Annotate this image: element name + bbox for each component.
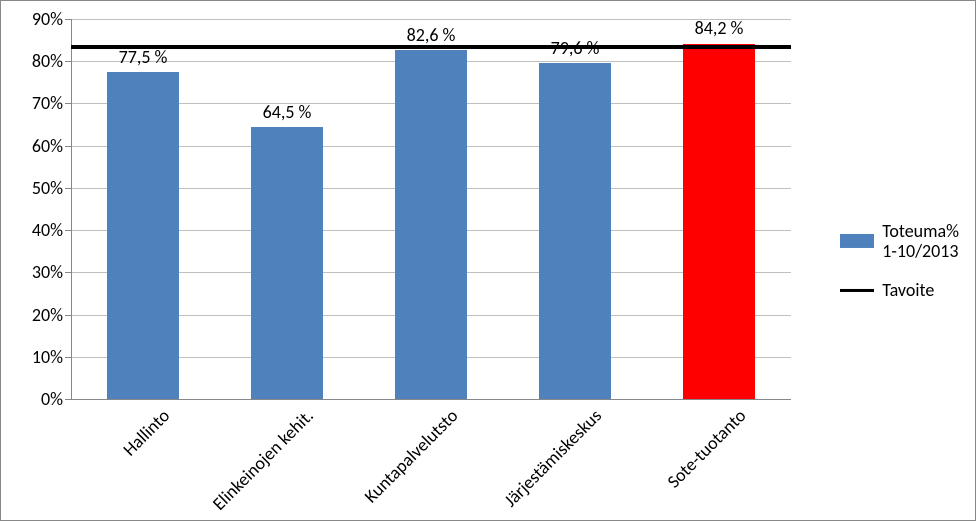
gridline	[71, 399, 791, 400]
bar	[683, 44, 755, 400]
chart-container: 0%10%20%30%40%50%60%70%80%90%77,5 %Halli…	[0, 0, 976, 521]
bar	[395, 50, 467, 399]
y-tick-label: 70%	[32, 92, 63, 114]
y-tick-label: 80%	[32, 50, 63, 72]
plot-area: 0%10%20%30%40%50%60%70%80%90%77,5 %Halli…	[71, 19, 791, 399]
legend-item-line: Tavoite	[840, 280, 959, 301]
bar	[251, 127, 323, 399]
legend-item-bar: Toteuma% 1-10/2013	[840, 220, 959, 261]
legend-swatch-bar	[840, 234, 874, 248]
y-tick-label: 60%	[32, 135, 63, 157]
y-tick-label: 90%	[32, 8, 63, 30]
legend-line-swatch	[840, 289, 874, 292]
y-tick-label: 20%	[32, 304, 63, 326]
y-tick-label: 50%	[32, 177, 63, 199]
bar	[539, 63, 611, 399]
legend-label-bar: Toteuma% 1-10/2013	[882, 220, 959, 261]
x-category-label: Kuntapalvelutsto	[354, 399, 462, 507]
data-label: 84,2 %	[695, 17, 744, 39]
x-category-label: Järjestämiskeskus	[494, 399, 606, 511]
y-tick-label: 10%	[32, 346, 63, 368]
y-tick	[65, 399, 71, 400]
x-category-label: Elinkeinojen kehit.	[202, 399, 318, 515]
bar	[107, 72, 179, 399]
data-label: 82,6 %	[407, 24, 456, 46]
x-category-label: Hallinto	[113, 399, 174, 460]
data-label: 64,5 %	[263, 101, 312, 123]
x-category-label: Sote-tuotanto	[657, 399, 750, 492]
target-line	[71, 45, 791, 49]
y-tick-label: 40%	[32, 219, 63, 241]
legend-label-line: Tavoite	[882, 280, 934, 301]
legend: Toteuma% 1-10/2013 Tavoite	[840, 202, 959, 318]
y-tick-label: 30%	[32, 261, 63, 283]
y-tick-label: 0%	[41, 388, 63, 410]
